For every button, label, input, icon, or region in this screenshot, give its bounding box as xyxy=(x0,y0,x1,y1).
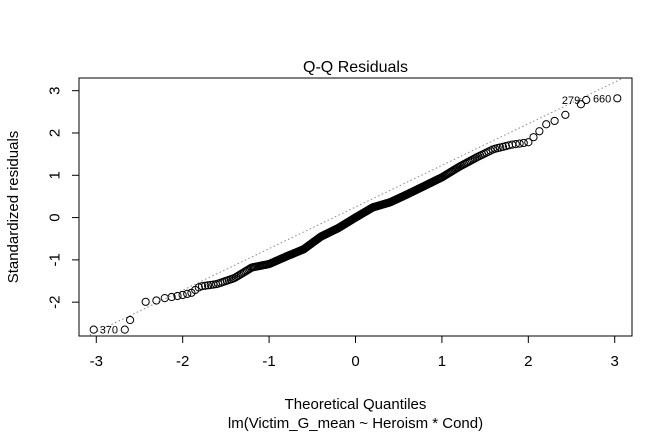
data-point xyxy=(515,139,524,148)
y-tick-label: 0 xyxy=(47,213,64,221)
x-axis-label: Theoretical Quantiles xyxy=(285,396,427,413)
data-point xyxy=(125,315,135,325)
annotations-layer: 370 279 660 xyxy=(100,93,612,336)
y-axis: -2 -1 0 1 2 3 xyxy=(47,87,80,309)
point-id-label: 279 xyxy=(562,95,580,107)
x-tick-label: 2 xyxy=(524,353,532,370)
x-tick-label: -3 xyxy=(90,353,103,370)
data-point xyxy=(197,282,207,291)
data-point xyxy=(519,138,528,148)
data-point xyxy=(529,133,538,142)
x-tick-label: 0 xyxy=(351,353,359,370)
data-point xyxy=(501,141,510,151)
data-point xyxy=(542,120,551,129)
x-tick-label: 3 xyxy=(611,353,619,370)
data-point xyxy=(613,94,622,103)
y-tick-label: 1 xyxy=(47,171,64,179)
data-point xyxy=(582,95,591,105)
data-point xyxy=(535,127,544,136)
chart-subtitle: lm(Victim_G_mean ~ Heroism * Cond) xyxy=(228,415,483,432)
point-id-label: 370 xyxy=(100,325,118,337)
data-point xyxy=(152,296,161,305)
y-tick-label: 2 xyxy=(47,129,64,137)
data-point xyxy=(141,297,150,306)
data-point xyxy=(561,110,570,119)
y-tick-label: -2 xyxy=(47,295,64,308)
chart-title: Q-Q Residuals xyxy=(303,59,408,76)
data-point xyxy=(183,289,192,298)
data-point xyxy=(89,325,98,334)
data-point xyxy=(120,325,129,334)
x-tick-label: 1 xyxy=(438,353,446,370)
x-tick-label: -1 xyxy=(262,353,275,370)
data-point xyxy=(576,100,586,109)
x-tick-label: -2 xyxy=(176,353,189,370)
data-point xyxy=(203,281,213,290)
x-axis: -3 -2 -1 0 1 2 3 xyxy=(90,335,619,370)
data-point xyxy=(173,291,182,301)
data-point xyxy=(160,294,169,303)
point-id-label: 660 xyxy=(593,93,611,105)
data-point xyxy=(550,116,559,126)
data-point xyxy=(178,290,187,300)
y-axis-label: Standardized residuals xyxy=(5,131,22,284)
points-layer xyxy=(89,94,622,334)
data-point xyxy=(167,292,176,302)
data-point xyxy=(201,281,210,290)
data-point xyxy=(524,138,533,147)
y-tick-label: -1 xyxy=(47,253,64,266)
y-tick-label: 3 xyxy=(47,87,64,95)
data-point xyxy=(511,140,520,149)
